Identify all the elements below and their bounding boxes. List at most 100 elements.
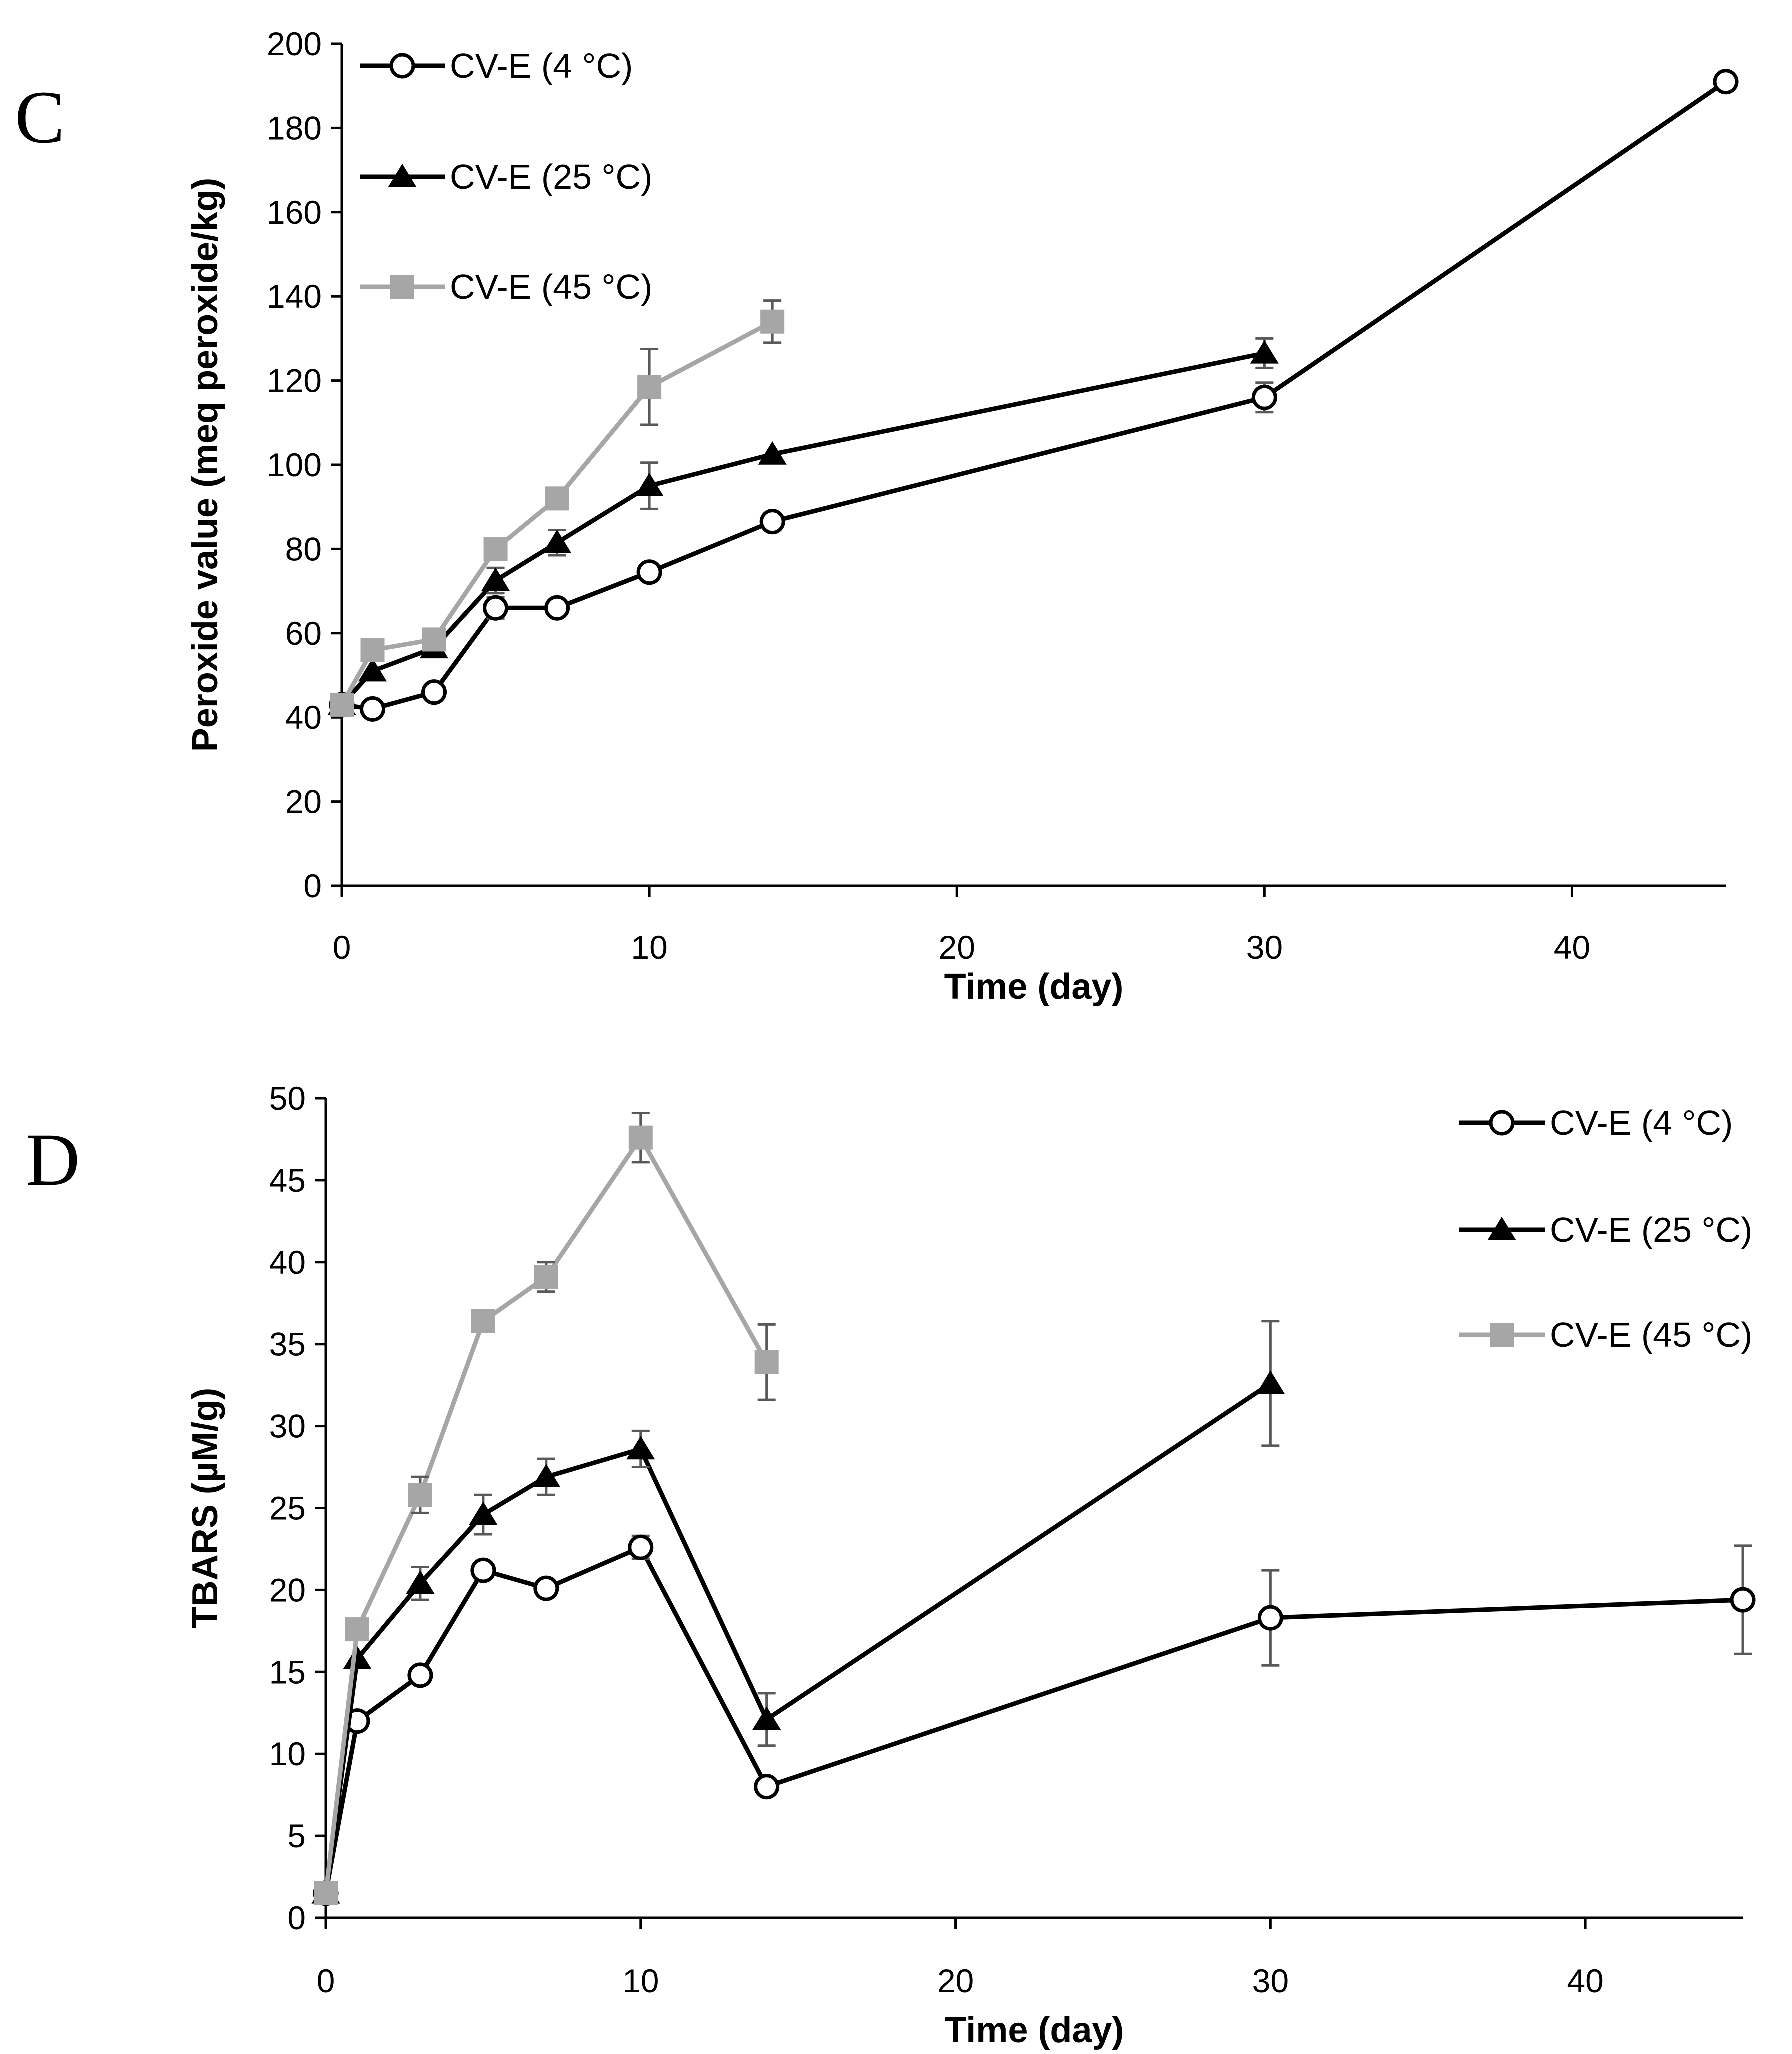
y-tick-label: 0 bbox=[288, 1900, 306, 1936]
data-point bbox=[314, 1881, 338, 1906]
y-tick-label: 140 bbox=[267, 278, 322, 315]
y-tick-label: 25 bbox=[270, 1490, 306, 1527]
y-tick-label: 40 bbox=[286, 699, 322, 736]
data-point bbox=[758, 441, 787, 465]
data-point bbox=[752, 1706, 782, 1730]
data-point bbox=[1730, 1587, 1756, 1613]
legend-label: CV-E (4 °C) bbox=[1550, 1104, 1733, 1142]
y-axis-title: Peroxide value (meq peroxide/kg) bbox=[186, 178, 226, 752]
data-point bbox=[638, 375, 662, 400]
y-tick-label: 160 bbox=[267, 194, 322, 231]
y-tick-label: 40 bbox=[270, 1244, 306, 1281]
data-point bbox=[360, 696, 386, 722]
data-point bbox=[469, 1502, 498, 1526]
x-tick-label: 20 bbox=[939, 929, 976, 966]
data-point bbox=[343, 1646, 372, 1670]
panel-letter-d: D bbox=[26, 1118, 80, 1202]
data-point bbox=[481, 568, 510, 592]
data-point bbox=[358, 658, 388, 682]
y-tick-label: 200 bbox=[267, 26, 322, 62]
data-point bbox=[470, 1558, 496, 1584]
x-axis-title: Time (day) bbox=[945, 2010, 1124, 2050]
legend-marker bbox=[388, 164, 417, 188]
legend-entry-45c: CV-E (45 °C) bbox=[360, 268, 652, 306]
chart-panel-d: D 0 5 10 15 20 25 30 35 40 45 50 0 10 20 30 40 Time (day… bbox=[26, 1080, 1756, 2050]
legend-label: CV-E (4 °C) bbox=[450, 46, 633, 86]
data-point bbox=[1252, 384, 1278, 410]
y-tick-label: 15 bbox=[270, 1654, 306, 1690]
legend-entry-25c: CV-E (25 °C) bbox=[1459, 1210, 1752, 1250]
legend-label: CV-E (25 °C) bbox=[450, 158, 652, 196]
series-line-25c bbox=[340, 351, 1266, 706]
series-45c bbox=[314, 1112, 779, 1906]
y-tick-label: 120 bbox=[267, 362, 322, 400]
data-point bbox=[760, 310, 785, 334]
data-point bbox=[635, 473, 664, 496]
data-point bbox=[422, 628, 446, 652]
y-tick-label: 0 bbox=[304, 868, 322, 904]
panel-letter-c: C bbox=[15, 76, 65, 159]
y-tick-label: 100 bbox=[267, 446, 322, 484]
y-tick-label: 5 bbox=[288, 1818, 306, 1854]
data-point bbox=[408, 1662, 434, 1688]
data-point bbox=[330, 692, 354, 717]
y-tick-label: 10 bbox=[270, 1736, 306, 1772]
series-45c bbox=[330, 300, 785, 717]
x-tick-label: 20 bbox=[938, 1962, 974, 2000]
data-point bbox=[636, 560, 662, 586]
data-point bbox=[1713, 69, 1739, 95]
legend-entry-4c: CV-E (4 °C) bbox=[1459, 1104, 1733, 1142]
y-tick-label: 80 bbox=[286, 530, 322, 568]
x-tick-label: 40 bbox=[1567, 1962, 1604, 2000]
y-tick-label: 50 bbox=[270, 1080, 306, 1117]
data-point bbox=[1256, 1370, 1285, 1394]
legend-marker bbox=[1490, 1323, 1514, 1347]
x-tick-label: 30 bbox=[1252, 1962, 1289, 2000]
data-point bbox=[360, 638, 385, 662]
data-point bbox=[1250, 340, 1279, 364]
data-point bbox=[754, 1350, 779, 1374]
y-tick-label: 30 bbox=[270, 1408, 306, 1445]
legend-label: CV-E (45 °C) bbox=[1550, 1316, 1752, 1354]
x-tick-label: 10 bbox=[631, 929, 668, 966]
series-line-45c bbox=[324, 1136, 769, 1894]
y-tick-label: 20 bbox=[286, 784, 322, 820]
data-point bbox=[545, 486, 570, 511]
x-tick-label: 0 bbox=[317, 1962, 336, 2000]
legend-marker bbox=[390, 275, 414, 299]
data-point bbox=[628, 1126, 653, 1150]
series-4c bbox=[313, 1534, 1756, 1906]
data-point bbox=[542, 530, 572, 554]
legend-marker bbox=[1488, 1217, 1516, 1240]
data-point bbox=[626, 1436, 656, 1460]
data-point bbox=[406, 1570, 435, 1594]
legend-entry-45c: CV-E (45 °C) bbox=[1459, 1316, 1752, 1354]
x-tick-label: 0 bbox=[333, 929, 352, 966]
data-point bbox=[422, 680, 448, 706]
legend-label: CV-E (45 °C) bbox=[450, 268, 652, 306]
series-line-4c bbox=[324, 1545, 1744, 1894]
data-point bbox=[345, 1618, 370, 1642]
data-point bbox=[544, 595, 570, 621]
y-tick-label: 35 bbox=[270, 1326, 306, 1363]
data-point bbox=[1258, 1605, 1284, 1631]
x-tick-label: 30 bbox=[1246, 929, 1283, 966]
legend-marker bbox=[1489, 1110, 1515, 1136]
data-point bbox=[471, 1309, 496, 1334]
legend-label: CV-E (25 °C) bbox=[1550, 1210, 1752, 1250]
x-tick-label: 40 bbox=[1554, 929, 1590, 966]
x-tick-label: 10 bbox=[622, 1962, 659, 2000]
data-point bbox=[534, 1265, 558, 1290]
legend-entry-25c: CV-E (25 °C) bbox=[360, 158, 652, 196]
series-25c bbox=[328, 337, 1279, 716]
series-line-45c bbox=[340, 320, 774, 706]
data-point bbox=[628, 1534, 654, 1560]
data-point bbox=[408, 1483, 432, 1508]
y-tick-label: 180 bbox=[267, 110, 322, 146]
series-line-25c bbox=[324, 1382, 1272, 1894]
y-tick-label: 45 bbox=[270, 1162, 306, 1199]
data-point bbox=[760, 509, 786, 535]
legend-marker bbox=[390, 53, 416, 79]
y-tick-label: 60 bbox=[286, 615, 322, 652]
